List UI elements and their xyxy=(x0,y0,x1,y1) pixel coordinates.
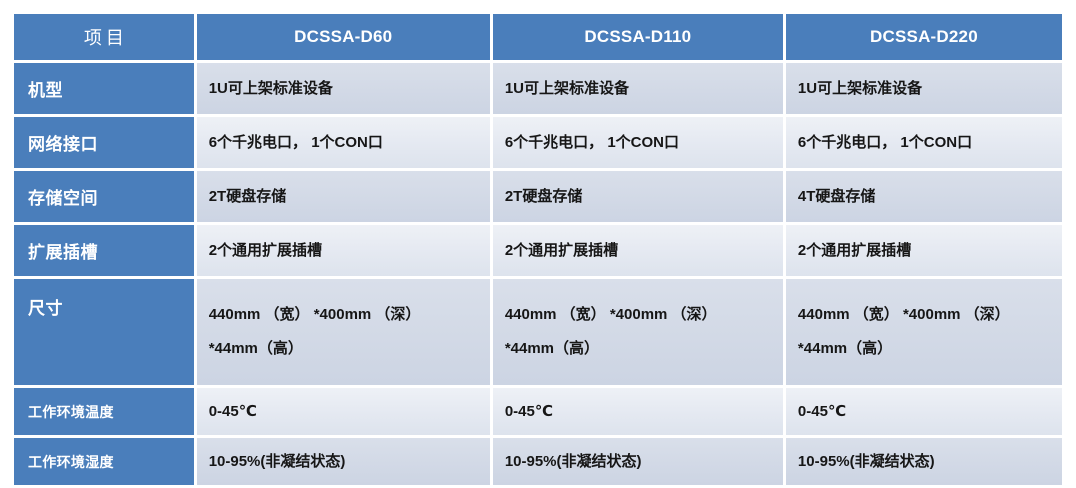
row-label-model: 机型 xyxy=(14,63,194,114)
dimensions-d60-line-2: *44mm（高） xyxy=(208,340,303,357)
column-header-dcssa-d110: DCSSA-D110 xyxy=(492,14,783,60)
cell-slot-d110: 2个通用扩展插槽 xyxy=(492,225,783,276)
spec-sheet: 项目 DCSSA-D60 DCSSA-D110 DCSSA-D220 机型 1U… xyxy=(14,14,1062,485)
table-header: 项目 DCSSA-D60 DCSSA-D110 DCSSA-D220 xyxy=(14,14,1062,60)
cell-model-d60: 1U可上架标准设备 xyxy=(196,63,490,114)
cell-humidity-d220: 10-95%(非凝结状态) xyxy=(785,438,1062,485)
cell-humidity-d60: 10-95%(非凝结状态) xyxy=(196,438,490,485)
cell-temperature-d110: 0-45℃ xyxy=(492,388,783,435)
cell-temperature-d220: 0-45℃ xyxy=(785,388,1062,435)
row-label-dimensions: 尺寸 xyxy=(14,279,194,385)
cell-dimensions-d220: 440mm （宽） *400mm （深） *44mm（高） xyxy=(785,279,1062,385)
row-label-operating-temperature: 工作环境温度 xyxy=(14,388,194,435)
cell-storage-d60: 2T硬盘存储 xyxy=(196,171,490,222)
dimensions-d220-line-1: 440mm （宽） *400mm （深） xyxy=(797,306,1010,324)
cell-model-d110: 1U可上架标准设备 xyxy=(492,63,783,114)
cell-temperature-d60: 0-45℃ xyxy=(196,388,490,435)
header-row: 项目 DCSSA-D60 DCSSA-D110 DCSSA-D220 xyxy=(14,14,1062,60)
table-row-operating-humidity: 工作环境湿度 10-95%(非凝结状态) 10-95%(非凝结状态) 10-95… xyxy=(14,438,1062,485)
column-header-dcssa-d220: DCSSA-D220 xyxy=(785,14,1062,60)
product-specification-table: 项目 DCSSA-D60 DCSSA-D110 DCSSA-D220 机型 1U… xyxy=(11,11,1065,488)
column-header-dcssa-d60: DCSSA-D60 xyxy=(196,14,490,60)
table-row-network-interface: 网络接口 6个千兆电口， 1个CON口 6个千兆电口， 1个CON口 6个千兆电… xyxy=(14,117,1062,168)
row-label-operating-humidity: 工作环境湿度 xyxy=(14,438,194,485)
cell-storage-d110: 2T硬盘存储 xyxy=(492,171,783,222)
dimensions-d220-line-2: *44mm（高） xyxy=(797,340,893,357)
row-label-network-interface: 网络接口 xyxy=(14,117,194,168)
column-header-item: 项目 xyxy=(14,14,194,60)
cell-model-d220: 1U可上架标准设备 xyxy=(785,63,1062,114)
dimensions-d110-line-2: *44mm（高） xyxy=(504,340,600,357)
row-label-expansion-slot: 扩展插槽 xyxy=(14,225,194,276)
cell-network-d110: 6个千兆电口， 1个CON口 xyxy=(492,117,783,168)
cell-storage-d220: 4T硬盘存储 xyxy=(785,171,1062,222)
cell-network-d220: 6个千兆电口， 1个CON口 xyxy=(785,117,1062,168)
dimensions-d60-line-1: 440mm （宽） *400mm （深） xyxy=(208,306,421,324)
dimensions-d110-line-1: 440mm （宽） *400mm （深） xyxy=(504,306,717,324)
table-row-operating-temperature: 工作环境温度 0-45℃ 0-45℃ 0-45℃ xyxy=(14,388,1062,435)
cell-dimensions-d60: 440mm （宽） *400mm （深） *44mm（高） xyxy=(196,279,490,385)
table-row-storage: 存储空间 2T硬盘存储 2T硬盘存储 4T硬盘存储 xyxy=(14,171,1062,222)
table-row-expansion-slot: 扩展插槽 2个通用扩展插槽 2个通用扩展插槽 2个通用扩展插槽 xyxy=(14,225,1062,276)
cell-slot-d60: 2个通用扩展插槽 xyxy=(196,225,490,276)
cell-dimensions-d110: 440mm （宽） *400mm （深） *44mm（高） xyxy=(492,279,783,385)
cell-humidity-d110: 10-95%(非凝结状态) xyxy=(492,438,783,485)
row-label-storage: 存储空间 xyxy=(14,171,194,222)
cell-network-d60: 6个千兆电口， 1个CON口 xyxy=(196,117,490,168)
table-row-dimensions: 尺寸 440mm （宽） *400mm （深） *44mm（高） 440mm （… xyxy=(14,279,1062,385)
table-row-model: 机型 1U可上架标准设备 1U可上架标准设备 1U可上架标准设备 xyxy=(14,63,1062,114)
cell-slot-d220: 2个通用扩展插槽 xyxy=(785,225,1062,276)
table-body: 机型 1U可上架标准设备 1U可上架标准设备 1U可上架标准设备 网络接口 6个… xyxy=(14,63,1062,485)
